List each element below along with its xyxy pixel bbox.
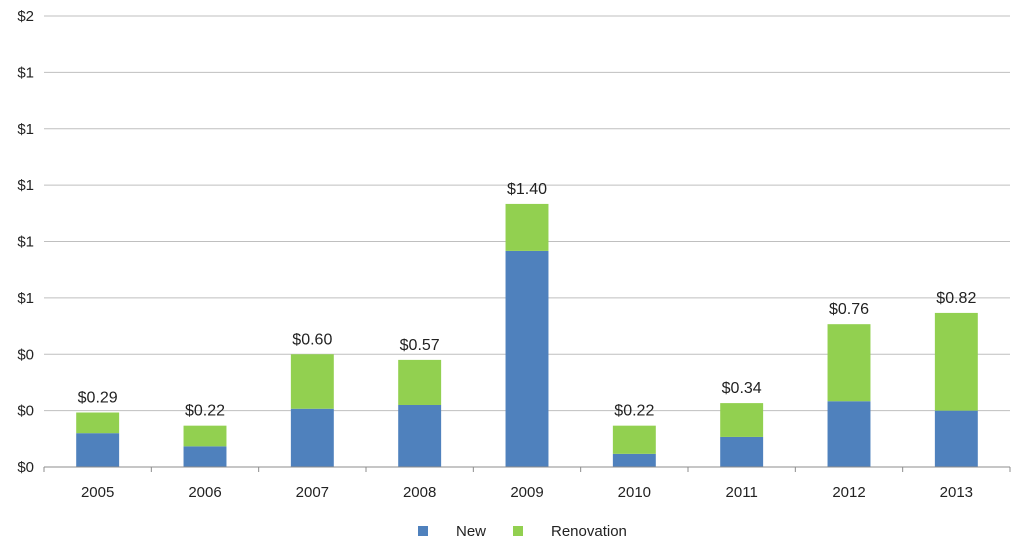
- legend-swatch-new: [418, 526, 428, 536]
- x-tick-label: 2009: [510, 484, 543, 501]
- x-tick-label: 2005: [81, 484, 114, 501]
- x-tick-label: 2006: [188, 484, 221, 501]
- bar-renovation-2012: [827, 324, 871, 402]
- total-label-2013: $0.82: [936, 290, 976, 307]
- x-tick-label: 2011: [726, 484, 758, 501]
- bar-new-2010: [612, 453, 656, 467]
- bar-new-2012: [827, 401, 871, 467]
- y-tick-label: $1: [17, 177, 34, 194]
- y-tick-label: $1: [17, 64, 34, 81]
- bars: [76, 203, 978, 467]
- x-tick-label: 2012: [832, 484, 865, 501]
- total-label-2006: $0.22: [185, 403, 225, 420]
- bar-new-2007: [290, 408, 334, 467]
- y-tick-label: $2: [17, 8, 34, 25]
- x-axis-tick-labels: 2005 2006 2007 2008 2009 2010 2011 2012 2013: [43, 467, 1011, 501]
- y-tick-label: $0: [17, 459, 34, 476]
- bar-renovation-2007: [290, 354, 334, 409]
- bar-new-2011: [720, 436, 764, 467]
- bar-new-2013: [934, 410, 978, 467]
- total-label-2012: $0.76: [829, 301, 869, 318]
- legend-swatch-renovation: [513, 526, 523, 536]
- y-tick-label: $1: [17, 121, 34, 138]
- y-tick-label: $1: [17, 234, 34, 251]
- total-label-2007: $0.60: [292, 331, 332, 348]
- bar-new-2005: [76, 433, 120, 467]
- total-label-2005: $0.29: [78, 390, 118, 407]
- bar-renovation-2005: [76, 412, 120, 434]
- legend-label-renovation: Renovation: [551, 523, 627, 540]
- y-tick-label: $1: [17, 290, 34, 307]
- x-tick-label: 2010: [618, 484, 651, 501]
- bar-renovation-2008: [398, 359, 442, 405]
- bar-new-2008: [398, 404, 442, 467]
- bar-new-2006: [183, 446, 227, 467]
- total-label-2010: $0.22: [614, 403, 654, 420]
- x-tick-label: 2007: [296, 484, 329, 501]
- y-tick-label: $0: [17, 346, 34, 363]
- legend: New Renovation: [418, 523, 627, 540]
- total-label-2011: $0.34: [722, 380, 762, 397]
- bar-renovation-2011: [720, 403, 764, 437]
- x-tick-label: 2008: [403, 484, 436, 501]
- bar-renovation-2006: [183, 425, 227, 447]
- y-tick-label: $0: [17, 403, 34, 420]
- total-labels: $0.29 $0.22 $0.60 $0.57 $1.40 $0.22 $0.34 $0.76…: [78, 181, 977, 420]
- bar-renovation-2010: [612, 425, 656, 454]
- bar-renovation-2013: [934, 312, 978, 411]
- bar-renovation-2009: [505, 203, 549, 251]
- total-label-2009: $1.40: [507, 181, 547, 198]
- y-axis-tick-labels: $0 $0 $0 $1 $1 $1 $1 $1 $2: [17, 8, 34, 476]
- x-tick-label: 2013: [940, 484, 973, 501]
- total-label-2008: $0.57: [400, 337, 440, 354]
- legend-label-new: New: [456, 523, 486, 540]
- bar-new-2009: [505, 250, 549, 467]
